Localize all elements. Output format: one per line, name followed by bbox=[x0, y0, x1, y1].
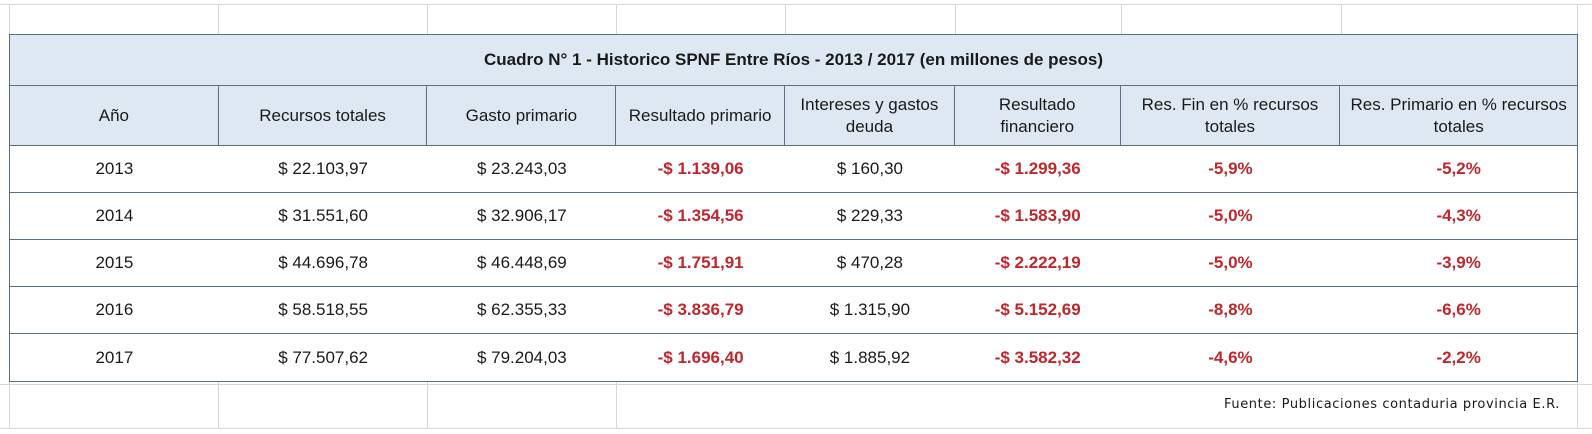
table-cell: $ 32.906,17 bbox=[476, 206, 567, 225]
table-cell: $ 1.315,90 bbox=[829, 300, 911, 319]
header-row: Año Recursos totales Gasto primario Resu… bbox=[10, 86, 1577, 146]
grid-line bbox=[616, 4, 617, 34]
negative-cell: -$ 1.583,90 bbox=[994, 206, 1081, 225]
table-cell: $ 470,28 bbox=[836, 253, 903, 272]
negative-cell: -$ 1.139,06 bbox=[657, 159, 744, 178]
grid-line bbox=[616, 382, 617, 428]
negative-cell: -$ 1.696,40 bbox=[657, 347, 744, 367]
negative-cell: -$ 2.222,19 bbox=[994, 253, 1081, 272]
table-cell: $ 79.204,03 bbox=[476, 347, 567, 367]
table-cell: $ 62.355,33 bbox=[476, 300, 567, 319]
grid-line bbox=[1341, 4, 1342, 34]
grid-line bbox=[427, 4, 428, 34]
table-row: 2014 $ 31.551,60 $ 32.906,17 -$ 1.354,56… bbox=[10, 193, 1577, 240]
year-cell: 2015 bbox=[95, 253, 134, 272]
negative-cell: -$ 5.152,69 bbox=[994, 300, 1081, 319]
table-title: Cuadro N° 1 - Historico SPNF Entre Ríos … bbox=[10, 35, 1577, 86]
grid-line bbox=[1121, 4, 1122, 34]
negative-cell: -3,9% bbox=[1436, 253, 1481, 272]
source-note: Fuente: Publicaciones contaduria provinc… bbox=[1223, 397, 1560, 412]
header-cell: Resultado financiero bbox=[955, 86, 1121, 145]
table-cell: $ 229,33 bbox=[836, 206, 903, 225]
negative-cell: -4,6% bbox=[1208, 347, 1253, 367]
header-cell: Intereses y gastos deuda bbox=[785, 86, 955, 145]
negative-cell: -$ 1.299,36 bbox=[994, 159, 1081, 178]
table-cell: $ 58.518,55 bbox=[278, 300, 368, 319]
grid-line bbox=[0, 4, 1592, 5]
grid-line bbox=[0, 428, 1592, 429]
table-row: 2017 $ 77.507,62 $ 79.204,03 -$ 1.696,40… bbox=[10, 334, 1577, 381]
table-cell: $ 22.103,97 bbox=[278, 159, 368, 178]
negative-cell: -5,9% bbox=[1208, 159, 1253, 178]
negative-cell: -4,3% bbox=[1436, 206, 1481, 225]
negative-cell: -8,8% bbox=[1208, 300, 1253, 319]
year-cell: 2016 bbox=[95, 300, 134, 319]
negative-cell: -5,2% bbox=[1436, 159, 1481, 178]
table-cell: $ 160,30 bbox=[836, 159, 903, 178]
grid-line bbox=[9, 382, 10, 428]
negative-cell: -$ 3.836,79 bbox=[657, 300, 744, 319]
year-cell: 2017 bbox=[95, 347, 134, 367]
negative-cell: -5,0% bbox=[1208, 206, 1253, 225]
data-table: Cuadro N° 1 - Historico SPNF Entre Ríos … bbox=[9, 34, 1578, 382]
negative-cell: -6,6% bbox=[1436, 300, 1481, 319]
grid-line bbox=[218, 382, 219, 428]
negative-cell: -$ 1.751,91 bbox=[657, 253, 744, 272]
header-cell: Resultado primario bbox=[616, 86, 786, 145]
negative-cell: -$ 1.354,56 bbox=[657, 206, 744, 225]
header-cell: Gasto primario bbox=[427, 86, 617, 145]
table-cell: $ 31.551,60 bbox=[278, 206, 368, 225]
table-row: 2013 $ 22.103,97 $ 23.243,03 -$ 1.139,06… bbox=[10, 146, 1577, 193]
grid-line bbox=[218, 4, 219, 34]
header-cell: Recursos totales bbox=[219, 86, 428, 145]
header-cell: Año bbox=[10, 86, 219, 145]
header-cell: Res. Fin en % recursos totales bbox=[1121, 86, 1341, 145]
grid-line bbox=[9, 4, 10, 34]
table-cell: $ 77.507,62 bbox=[278, 347, 368, 367]
year-cell: 2014 bbox=[95, 206, 134, 225]
header-cell: Res. Primario en % recursos totales bbox=[1350, 94, 1567, 136]
grid-line bbox=[955, 4, 956, 34]
grid-line bbox=[785, 4, 786, 34]
negative-cell: -$ 3.582,32 bbox=[994, 347, 1081, 367]
table-cell: $ 46.448,69 bbox=[476, 253, 567, 272]
year-cell: 2013 bbox=[95, 159, 134, 178]
table-row: 2015 $ 44.696,78 $ 46.448,69 -$ 1.751,91… bbox=[10, 240, 1577, 287]
negative-cell: -2,2% bbox=[1436, 347, 1481, 367]
grid-line bbox=[0, 384, 1592, 385]
table-cell: $ 44.696,78 bbox=[278, 253, 368, 272]
negative-cell: -5,0% bbox=[1208, 253, 1253, 272]
table-cell: $ 23.243,03 bbox=[476, 159, 567, 178]
table-row: 2016 $ 58.518,55 $ 62.355,33 -$ 3.836,79… bbox=[10, 287, 1577, 334]
table-cell: $ 1.885,92 bbox=[829, 347, 911, 367]
grid-line bbox=[427, 382, 428, 428]
